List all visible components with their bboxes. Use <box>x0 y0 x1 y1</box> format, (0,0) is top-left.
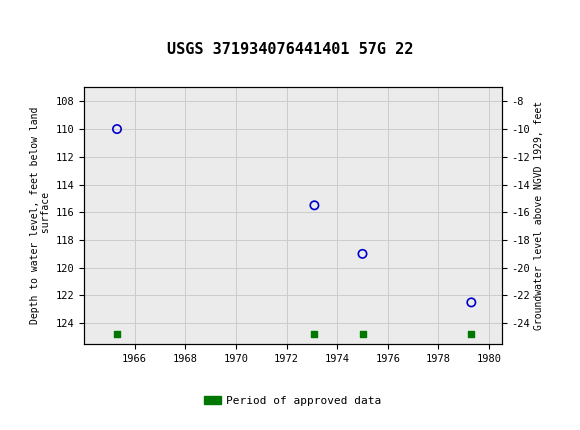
Point <box>113 126 122 132</box>
Point <box>113 331 122 338</box>
Text: ▒USGS: ▒USGS <box>6 11 48 28</box>
Point <box>358 331 367 338</box>
Point <box>467 331 476 338</box>
Y-axis label: Depth to water level, feet below land
 surface: Depth to water level, feet below land su… <box>30 107 52 324</box>
Text: USGS 371934076441401 57G 22: USGS 371934076441401 57G 22 <box>167 42 413 57</box>
Point <box>310 331 319 338</box>
Y-axis label: Groundwater level above NGVD 1929, feet: Groundwater level above NGVD 1929, feet <box>534 101 545 330</box>
Point <box>310 202 319 209</box>
Point <box>358 250 367 257</box>
Point <box>467 299 476 306</box>
Legend: Period of approved data: Period of approved data <box>200 391 386 410</box>
